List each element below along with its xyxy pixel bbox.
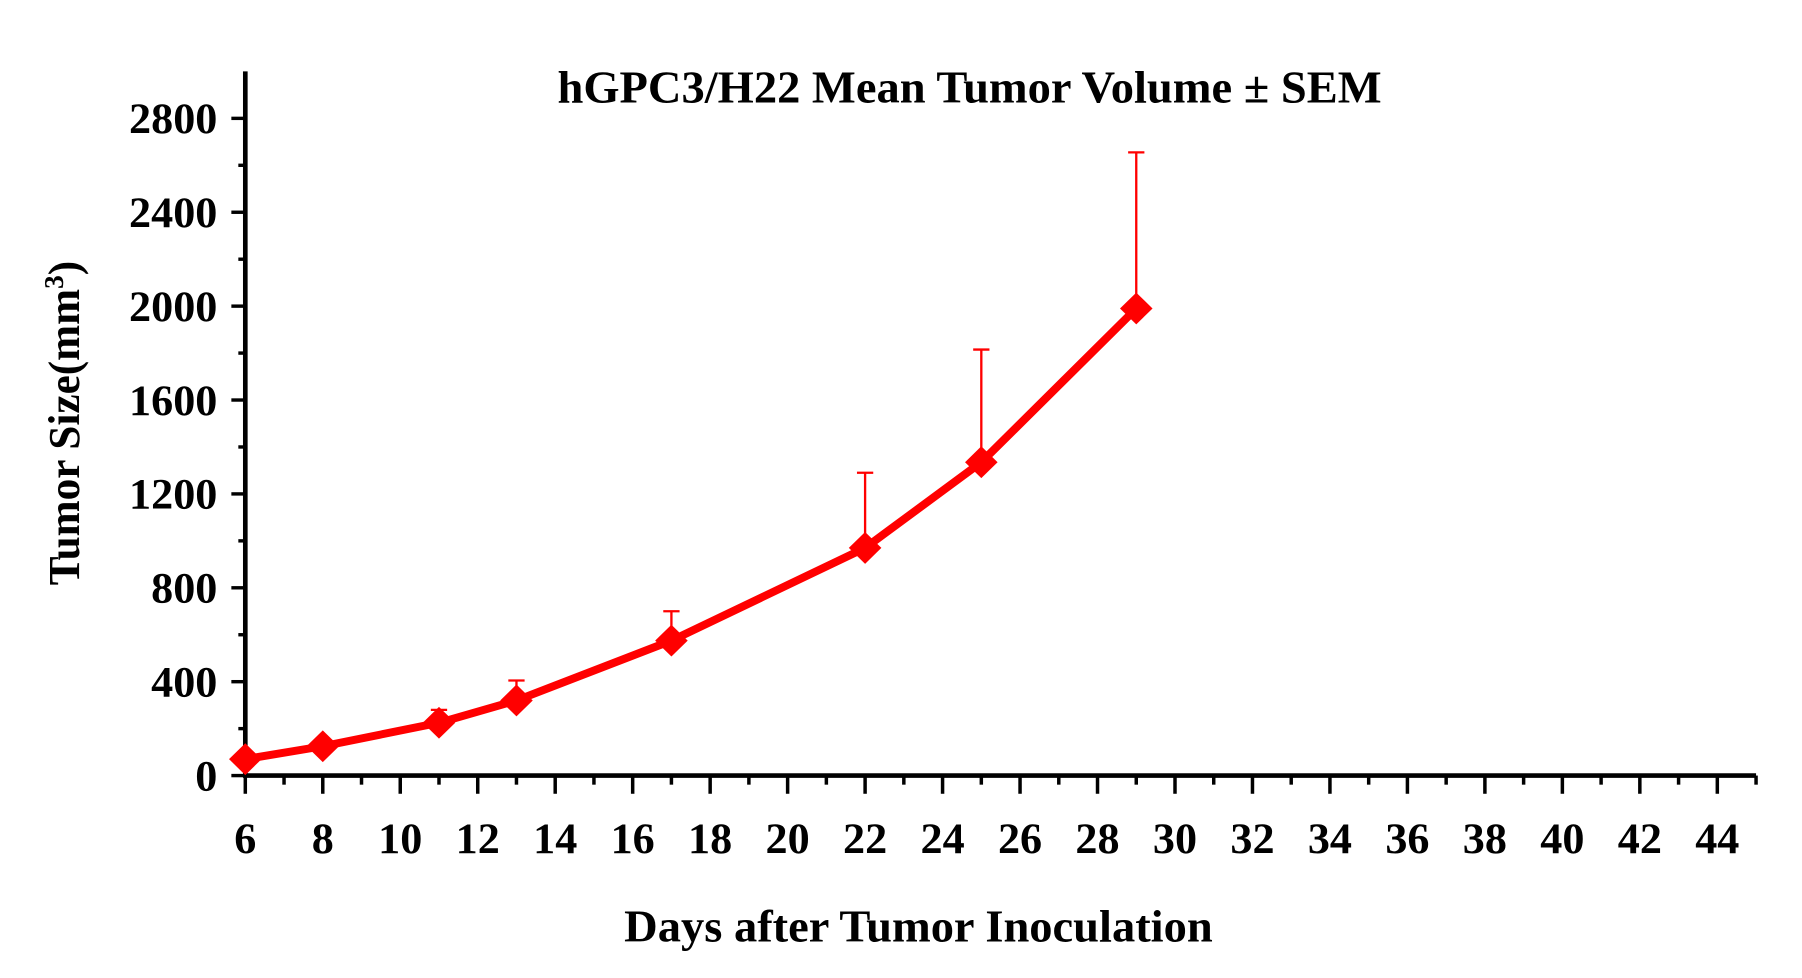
y-tick-label: 800 bbox=[151, 565, 217, 612]
x-axis-label: Days after Tumor Inoculation bbox=[624, 901, 1213, 951]
x-tick-label: 6 bbox=[234, 815, 256, 862]
x-tick-label: 8 bbox=[312, 815, 334, 862]
x-tick-label: 24 bbox=[920, 815, 964, 862]
data-point-marker bbox=[655, 624, 688, 657]
y-tick-label: 2800 bbox=[129, 96, 217, 143]
x-tick-label: 30 bbox=[1153, 815, 1197, 862]
data-point-marker bbox=[1119, 292, 1153, 325]
x-tick-label: 14 bbox=[533, 815, 577, 862]
x-tick-label: 18 bbox=[688, 815, 732, 862]
x-tick-label: 36 bbox=[1385, 815, 1429, 862]
series-line bbox=[244, 305, 1140, 764]
data-point-marker bbox=[306, 730, 340, 763]
data-point-marker bbox=[965, 446, 998, 479]
y-tick-label: 1600 bbox=[129, 377, 217, 424]
x-tick-label: 44 bbox=[1695, 815, 1739, 862]
y-tick-label: 1200 bbox=[129, 471, 217, 518]
x-tick-label: 10 bbox=[378, 815, 422, 862]
x-tick-label: 34 bbox=[1308, 815, 1352, 862]
x-tick-label: 26 bbox=[998, 815, 1042, 862]
x-tick-label: 38 bbox=[1463, 815, 1507, 862]
data-point-marker bbox=[500, 684, 533, 717]
data-point-marker bbox=[422, 706, 456, 739]
x-tick-label: 22 bbox=[843, 815, 887, 862]
x-tick-label: 42 bbox=[1618, 815, 1662, 862]
y-tick-label: 400 bbox=[151, 659, 217, 706]
x-tick-label: 20 bbox=[766, 815, 810, 862]
chart-title: hGPC3/H22 Mean Tumor Volume ± SEM bbox=[558, 62, 1382, 112]
x-tick-label: 32 bbox=[1230, 815, 1274, 862]
x-tick-label: 12 bbox=[456, 815, 500, 862]
x-tick-label: 16 bbox=[611, 815, 655, 862]
data-point-marker bbox=[229, 743, 262, 776]
y-tick-label: 0 bbox=[195, 753, 217, 800]
y-tick-label: 2400 bbox=[129, 189, 217, 236]
axes: 0 400 800 1200 1600 2000 2400 2800 6 8 10 12 14 16 18 2… bbox=[129, 71, 1758, 863]
x-tick-label: 40 bbox=[1540, 815, 1584, 862]
data-marks bbox=[229, 151, 1153, 776]
x-tick-label: 28 bbox=[1075, 815, 1119, 862]
y-axis-label: Tumor Size(mm3) bbox=[38, 261, 90, 585]
y-tick-label: 2000 bbox=[129, 283, 217, 330]
